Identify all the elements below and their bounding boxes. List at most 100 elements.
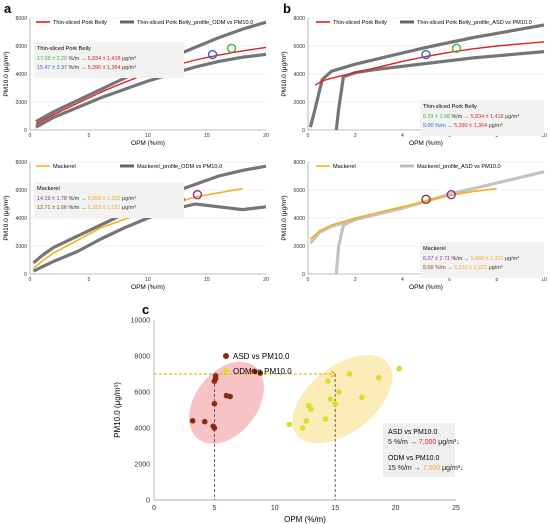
y-axis-label: PM10.0 (μg/m³) <box>113 382 122 438</box>
annotation-line-1: 6.07 ± 2.71 %/m → 5,668 ± 1,301 μg/m³ <box>423 256 519 262</box>
annotation-span: μg/m³ <box>505 256 519 262</box>
legend-label: Mackerel_profile_ASD vs PM10.0 <box>417 164 501 170</box>
y-axis-label: PM10.0 (μg/m³) <box>3 195 10 240</box>
annotation-span: 5,834 ± 1,418 <box>471 114 505 120</box>
annotation-span: %/m → <box>68 56 87 62</box>
annotation-span: 6.29 ± 1.98 <box>423 114 451 120</box>
y-tick-label: 2000 <box>293 100 305 106</box>
x-axis-label: OPM (%/m) <box>409 140 443 147</box>
legend-label: ODM vs PM10.0 <box>233 367 292 376</box>
y-tick-label: 8000 <box>293 16 305 22</box>
annotation-span: μg/m³ <box>122 56 136 62</box>
highlight-marker <box>226 43 237 54</box>
annotation-line: 15 %/m → 7,000 μg/m³↓ <box>388 465 464 472</box>
y-tick-label: 0 <box>146 498 150 505</box>
x-tick-label: 0 <box>307 133 310 139</box>
annotation-span: μg/m³ <box>122 205 136 211</box>
annotation-line: 5 %/m → 7,000 μg/m³↓ <box>388 439 460 446</box>
annotation-title: Mackerel <box>37 186 60 192</box>
odm-point <box>322 416 329 422</box>
annotation-span: μg/m³ <box>505 114 519 120</box>
y-axis-label: PM10.0 (μg/m³) <box>3 51 10 96</box>
x-tick-label: 15 <box>204 277 210 283</box>
y-axis-label: PM10.0 (μg/m³) <box>281 195 288 240</box>
annotation-title: ODM vs PM10.0 <box>388 455 439 462</box>
annotation-span: 5,668 ± 1,301 <box>88 196 122 202</box>
annotation-title: ASD vs PM10.0 <box>388 429 438 436</box>
y-tick-label: 2000 <box>15 100 27 106</box>
odm-point <box>375 374 382 381</box>
asd-point <box>201 418 208 425</box>
x-tick-label: 20 <box>263 133 269 139</box>
y-tick-label: 6000 <box>15 44 27 50</box>
asd-point <box>251 368 258 375</box>
annotation-span: 7,000 <box>423 465 442 472</box>
asd-point <box>257 370 264 376</box>
legend-label: Thin-sliced Pork Belly <box>53 20 107 26</box>
x-tick-label: 20 <box>392 505 400 512</box>
annotation-span: 5,333 ± 1,221 <box>454 265 488 271</box>
y-tick-label: 6000 <box>134 390 150 397</box>
annotation-span: μg/m³ <box>122 65 136 71</box>
odm-point <box>358 394 365 401</box>
series-line <box>32 187 243 270</box>
chart-a-bottom: 0 2000 4000 6000 8000 0 5 10 15 20 OPM (%/m) PM10.0… <box>3 160 269 291</box>
odm-point <box>336 389 342 395</box>
x-axis-label: OPM (%/m) <box>131 140 165 147</box>
annotation-span: %/m → <box>68 196 87 202</box>
y-tick-label: 4000 <box>15 72 27 78</box>
annotation-title: Thin-sliced Pork Belly <box>423 104 477 110</box>
annotation-span: 5,390 ± 1,364 <box>88 65 122 71</box>
asd-point <box>189 418 196 424</box>
y-tick-label: 10000 <box>131 318 151 325</box>
annotation-span: %/m → <box>68 205 87 211</box>
x-tick-label: 25 <box>452 505 460 512</box>
y-tick-label: 8000 <box>293 160 305 166</box>
y-tick-label: 2000 <box>15 244 27 250</box>
annotation-span: 15.47 ± 3.37 <box>37 65 68 71</box>
odm-point <box>325 378 331 385</box>
annotation-span: %/m → <box>68 65 87 71</box>
y-tick-label: 6000 <box>293 188 305 194</box>
panel-label-c: c <box>142 302 149 317</box>
y-tick-label: 0 <box>24 272 27 278</box>
series-line <box>314 41 545 86</box>
annotation-span: 5.00 %/m <box>423 265 447 271</box>
legend-label: ASD vs PM10.0 <box>233 352 290 361</box>
highlight-marker <box>451 43 462 54</box>
annotation-span: %/m → <box>451 114 470 120</box>
annotation-span: 17.08 ± 3.20 <box>37 56 68 62</box>
annotation-box <box>420 100 544 136</box>
y-tick-label: 0 <box>24 128 27 134</box>
y-tick-label: 2000 <box>293 244 305 250</box>
series-line <box>309 187 497 240</box>
series-line <box>334 50 545 131</box>
y-tick-label: 8000 <box>15 160 27 166</box>
odm-point <box>308 406 314 412</box>
annotation-line-1: 6.29 ± 1.98 %/m → 5,834 ± 1,418 μg/m³ <box>423 114 519 120</box>
y-tick-label: 4000 <box>15 216 27 222</box>
x-tick-label: 5 <box>88 133 91 139</box>
y-tick-label: 8000 <box>134 354 150 361</box>
x-tick-label: 2 <box>354 133 357 139</box>
x-axis-label: OPM (%/m) <box>131 284 165 291</box>
y-axis-label: PM10.0 (μg/m³) <box>281 51 288 96</box>
x-tick-label: 0 <box>29 277 32 283</box>
highlight-marker <box>421 194 431 205</box>
legend-label: Thin-sliced Pork Belly <box>333 20 387 26</box>
x-axis-label: OPM (%/m) <box>284 515 326 524</box>
legend-marker <box>223 368 229 374</box>
x-tick-label: 6 <box>448 277 451 283</box>
asd-point <box>211 400 218 407</box>
x-tick-label: 4 <box>401 133 404 139</box>
annotation-span: 5,333 ± 1,221 <box>88 205 122 211</box>
odm-point <box>299 425 306 431</box>
legend-label: Mackerel <box>53 164 76 170</box>
x-tick-label: 10 <box>541 277 547 283</box>
series-line <box>308 23 545 128</box>
x-tick-label: 15 <box>331 505 339 512</box>
annotation-line-1: 17.08 ± 3.20 %/m → 5,834 ± 1,418 μg/m³ <box>37 56 136 62</box>
annotation-title: Thin-sliced Pork Belly <box>37 46 91 52</box>
annotation-title: Mackerel <box>423 246 446 252</box>
